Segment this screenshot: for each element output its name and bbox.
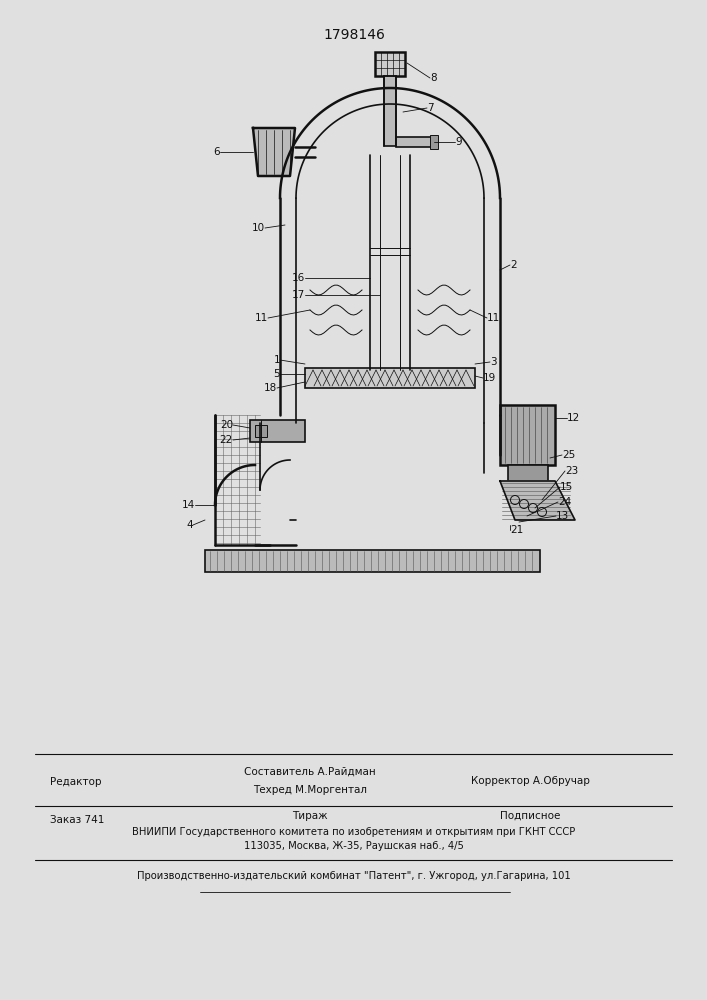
Text: 13: 13: [556, 511, 569, 521]
Text: Редактор: Редактор: [50, 777, 102, 787]
Text: 6: 6: [214, 147, 220, 157]
Text: 25: 25: [562, 450, 575, 460]
Polygon shape: [253, 128, 295, 176]
Bar: [396, 137, 434, 147]
Bar: [250, 420, 305, 442]
Polygon shape: [500, 481, 575, 520]
Text: 15: 15: [560, 482, 573, 492]
Bar: [384, 76, 396, 146]
Text: 1: 1: [274, 355, 280, 365]
Text: ВНИИПИ Государственного комитета по изобретениям и открытиям при ГКНТ СССР: ВНИИПИ Государственного комитета по изоб…: [132, 827, 575, 837]
Text: 11: 11: [255, 313, 268, 323]
Bar: [375, 52, 405, 76]
Text: Составитель А.Райдман: Составитель А.Райдман: [244, 767, 376, 777]
Text: Подписное: Подписное: [500, 811, 560, 821]
Text: 3: 3: [490, 357, 496, 367]
Text: 22: 22: [220, 435, 233, 445]
Text: 12: 12: [567, 413, 580, 423]
Text: 19: 19: [483, 373, 496, 383]
Text: 10: 10: [252, 223, 265, 233]
Text: 21: 21: [510, 525, 523, 535]
Text: 24: 24: [558, 497, 571, 507]
Text: 1798146: 1798146: [323, 28, 385, 42]
Text: 11: 11: [487, 313, 501, 323]
Text: 18: 18: [264, 383, 277, 393]
Text: 7: 7: [427, 103, 433, 113]
Text: 20: 20: [220, 420, 233, 430]
Text: 17: 17: [292, 290, 305, 300]
Bar: [255, 425, 267, 437]
Text: 9: 9: [455, 137, 462, 147]
Bar: [305, 368, 475, 388]
Text: Техред М.Моргентал: Техред М.Моргентал: [253, 785, 367, 795]
Text: 8: 8: [430, 73, 437, 83]
Text: Заказ 741: Заказ 741: [50, 815, 105, 825]
Bar: [508, 465, 548, 483]
Text: 23: 23: [565, 466, 578, 476]
Text: 14: 14: [182, 500, 195, 510]
Text: 16: 16: [292, 273, 305, 283]
Text: 2: 2: [510, 260, 517, 270]
Text: Производственно-издательский комбинат "Патент", г. Ужгород, ул.Гагарина, 101: Производственно-издательский комбинат "П…: [137, 871, 571, 881]
Bar: [500, 405, 555, 465]
Text: 5: 5: [274, 369, 280, 379]
Text: Тираж: Тираж: [292, 811, 328, 821]
Bar: [205, 550, 540, 572]
Text: 113035, Москва, Ж-35, Раушская наб., 4/5: 113035, Москва, Ж-35, Раушская наб., 4/5: [244, 841, 464, 851]
Text: 4: 4: [187, 520, 193, 530]
Bar: [430, 135, 438, 149]
Text: Корректор А.Обручар: Корректор А.Обручар: [471, 776, 590, 786]
